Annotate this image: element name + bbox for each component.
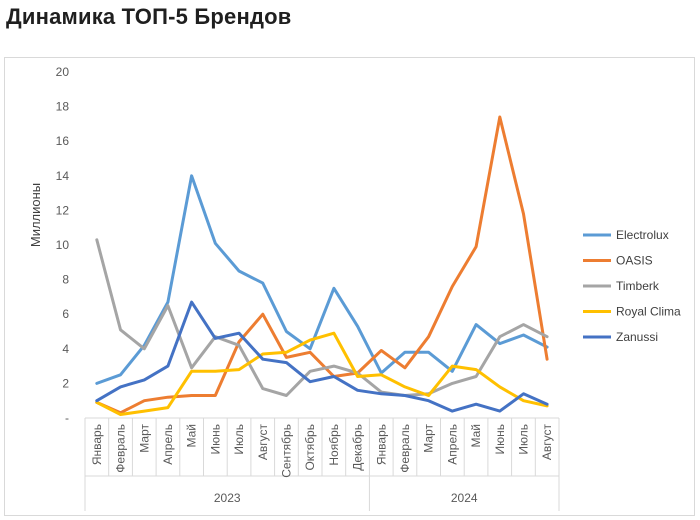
legend-label: Timberk xyxy=(616,279,660,293)
y-tick-label: 14 xyxy=(56,169,70,183)
chart-frame xyxy=(4,57,695,516)
legend-label: Electrolux xyxy=(616,228,669,242)
x-tick-label: Апрель xyxy=(445,424,459,465)
y-tick-label: 4 xyxy=(62,342,69,356)
series-line-oasis xyxy=(95,115,549,415)
chart-title: Динамика ТОП-5 Брендов xyxy=(6,4,292,29)
x-tick-label: Август xyxy=(540,424,554,461)
x-tick-label: Февраль xyxy=(398,424,412,473)
x-axis: Январь Февраль Март Апрель Май Июнь Июль Август… xyxy=(84,417,560,511)
y-tick-label: 18 xyxy=(56,100,70,114)
x-tick-label: Июнь xyxy=(208,424,222,455)
legend-label: Zanussi xyxy=(616,330,658,344)
series-line-timberk xyxy=(95,238,549,397)
x-tick-label: Март xyxy=(137,424,151,453)
x-tick-label: Сентябрь xyxy=(279,424,293,478)
x-tick-label: Декабрь xyxy=(351,424,365,471)
x-tick-label: Август xyxy=(256,424,270,461)
x-tick-label: Июнь xyxy=(493,424,507,455)
y-tick-label: - xyxy=(65,411,69,425)
x-group-label: 2023 xyxy=(214,491,241,505)
x-tick-label: Апрель xyxy=(161,424,175,465)
legend: Electrolux OASIS Timberk Royal Clima Zanussi xyxy=(583,228,681,344)
x-tick-label: Октябрь xyxy=(303,424,317,471)
x-tick-label: Июль xyxy=(516,424,530,455)
y-tick-label: 2 xyxy=(62,376,69,390)
y-axis-ticks: - 2 4 6 8 10 12 14 16 18 20 xyxy=(56,65,70,425)
y-tick-label: 12 xyxy=(56,203,70,217)
x-tick-label: Февраль xyxy=(114,424,128,473)
y-tick-label: 10 xyxy=(56,238,70,252)
x-tick-label: Май xyxy=(185,424,199,448)
y-tick-label: 8 xyxy=(62,273,69,287)
x-tick-label: Январь xyxy=(90,424,104,465)
legend-label: Royal Clima xyxy=(616,305,681,319)
y-tick-label: 20 xyxy=(56,65,70,79)
series-lines xyxy=(95,115,549,416)
y-tick-label: 6 xyxy=(62,307,69,321)
y-axis-title: Миллионы xyxy=(28,183,43,247)
x-tick-label: Май xyxy=(469,424,483,448)
y-tick-label: 16 xyxy=(56,134,70,148)
x-group-label: 2024 xyxy=(451,491,478,505)
x-tick-label: Ноябрь xyxy=(327,424,341,466)
series-line-electrolux xyxy=(95,174,549,385)
x-tick-label: Июль xyxy=(232,424,246,455)
x-tick-label: Январь xyxy=(374,424,388,465)
legend-label: OASIS xyxy=(616,254,653,268)
series-line-royal-clima xyxy=(95,331,549,416)
x-tick-label: Март xyxy=(422,424,436,453)
series-line-zanussi xyxy=(95,300,549,413)
